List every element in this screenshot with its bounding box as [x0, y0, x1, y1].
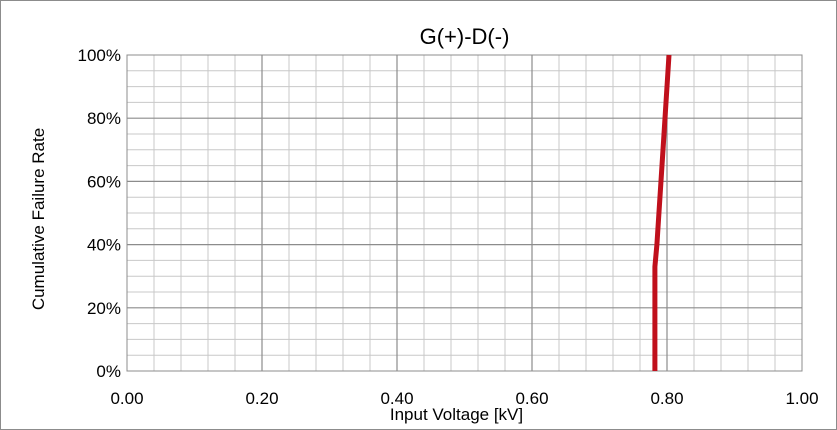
y-tick-label: 40%	[87, 236, 121, 255]
chart-title: G(+)-D(-)	[420, 24, 510, 49]
y-tick-label: 100%	[78, 46, 121, 65]
y-axis-label: Cumulative Failure Rate	[29, 128, 48, 310]
x-tick-label: 0.80	[650, 389, 683, 408]
plot-area-border	[126, 54, 803, 372]
x-tick-labels: 0.00 0.20 0.40 0.60 0.80 1.00	[110, 389, 818, 408]
y-tick-labels: 0% 20% 40% 60% 80% 100%	[78, 46, 121, 381]
major-grid	[127, 55, 802, 371]
y-tick-label: 20%	[87, 299, 121, 318]
minor-grid	[127, 55, 802, 371]
y-tick-label: 0%	[96, 362, 121, 381]
x-tick-label: 0.20	[245, 389, 278, 408]
y-tick-label: 60%	[87, 172, 121, 191]
series-layer	[652, 54, 672, 371]
y-tick-label: 80%	[87, 109, 121, 128]
x-axis-label: Input Voltage [kV]	[390, 405, 523, 424]
series-line	[652, 54, 672, 371]
x-tick-label: 1.00	[785, 389, 818, 408]
x-tick-label: 0.40	[380, 389, 413, 408]
x-tick-label: 0.00	[110, 389, 143, 408]
x-tick-label: 0.60	[515, 389, 548, 408]
